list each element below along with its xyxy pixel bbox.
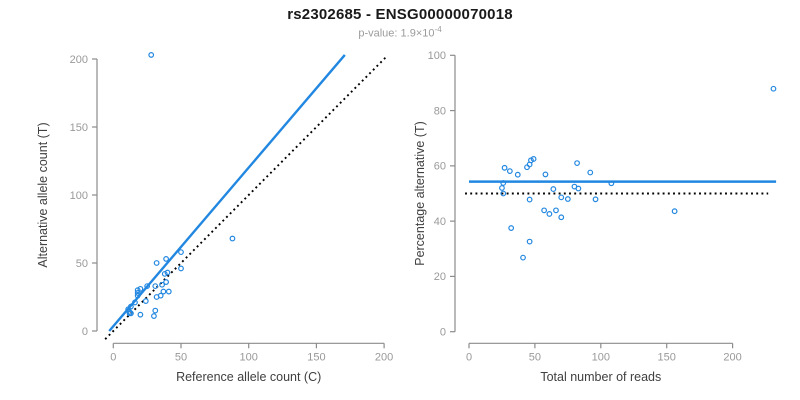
x-axis-tick-label: 100 [592, 351, 610, 363]
data-point [546, 211, 553, 217]
data-point [574, 160, 580, 166]
y-axis-tick-label: 50 [76, 258, 88, 270]
data-point [160, 288, 167, 295]
x-axis-tick-label: 100 [240, 351, 258, 363]
data-point [134, 290, 141, 296]
data-point [152, 307, 159, 314]
data-point [229, 235, 236, 242]
x-axis-tick-label: 200 [723, 351, 741, 363]
data-point [163, 279, 170, 285]
data-point [564, 196, 571, 202]
pvalue-mantissa: 1.9 [400, 27, 416, 40]
y-axis-tick-label: 20 [434, 271, 446, 283]
data-point [530, 156, 537, 162]
data-point [165, 288, 172, 295]
data-point [128, 303, 134, 310]
scatter-panel-left: 0 50 100 150 200 0 50 100 150 200 Reference allele… [36, 52, 393, 384]
data-point [132, 299, 138, 306]
data-point [541, 207, 548, 214]
x-axis-tick-label: 150 [658, 351, 676, 363]
x-axis-tick-label: 200 [375, 351, 393, 363]
data-point [163, 256, 170, 262]
y-axis-tick-label: 200 [70, 54, 88, 66]
x-axis-tick-label: 0 [466, 351, 472, 363]
data-point [134, 292, 141, 299]
y-axis-tick-label: 100 [70, 190, 88, 202]
data-point [142, 298, 149, 304]
y-axis-title: Alternative allele count (T) [36, 122, 50, 267]
y-axis-tick-label: 0 [82, 326, 88, 338]
data-point [587, 169, 594, 176]
data-point [508, 225, 515, 231]
data-point [500, 180, 507, 186]
figure-subtitle: p-value: 1.9×10-4 [0, 25, 800, 40]
data-point [144, 283, 151, 290]
data-point [178, 265, 184, 272]
data-point [575, 185, 582, 192]
data-point [178, 249, 184, 256]
data-point [159, 281, 165, 288]
x-axis-tick-label: 150 [307, 351, 325, 363]
data-point [770, 85, 777, 92]
y-axis-title: Percentage alternative (T) [413, 121, 427, 266]
data-point [550, 186, 557, 192]
x-axis-title: Total number of reads [540, 370, 661, 384]
pvalue-prefix: p-value: [358, 27, 401, 40]
data-point [153, 260, 160, 266]
data-point [499, 185, 505, 191]
x-axis-tick-label: 50 [529, 351, 541, 363]
y-axis-tick-label: 100 [428, 50, 446, 62]
data-point [500, 190, 507, 197]
data-point [592, 196, 599, 203]
data-point [506, 168, 513, 175]
data-point [151, 313, 157, 319]
figure-title: rs2302685 - ENSG00000070018 [287, 6, 513, 23]
y-axis-tick-label: 40 [434, 216, 446, 228]
data-point [558, 214, 565, 221]
y-axis-tick-label: 80 [434, 105, 446, 117]
times-sign: × [415, 27, 423, 40]
data-point [164, 269, 171, 276]
data-point [553, 207, 559, 214]
y-axis-tick-label: 60 [434, 161, 446, 173]
pvalue-base: 10 [422, 27, 435, 40]
data-point [148, 52, 155, 58]
data-point [157, 292, 164, 299]
data-point [514, 171, 521, 178]
regression-line [108, 54, 346, 332]
pvalue-exponent: -4 [434, 25, 442, 34]
y-axis-tick-label: 150 [70, 122, 88, 134]
data-point [520, 254, 526, 261]
y-axis-tick-label: 0 [440, 327, 446, 339]
x-axis-tick-label: 0 [110, 351, 116, 363]
data-point [137, 311, 144, 318]
x-axis-title: Reference allele count (C) [176, 370, 321, 384]
data-point [526, 196, 533, 203]
data-point [526, 238, 533, 245]
data-point [137, 285, 144, 292]
identity-line [104, 55, 388, 340]
data-point [542, 171, 549, 178]
scatter-panel-right: 0 20 40 60 80 100 0 50 100 150 200 Total number of … [413, 50, 777, 384]
x-axis-tick-label: 50 [175, 351, 187, 363]
data-point [128, 310, 134, 317]
data-point [671, 208, 678, 215]
data-point [608, 180, 615, 187]
data-point [152, 283, 159, 290]
data-point [558, 194, 565, 201]
data-point [501, 164, 508, 171]
